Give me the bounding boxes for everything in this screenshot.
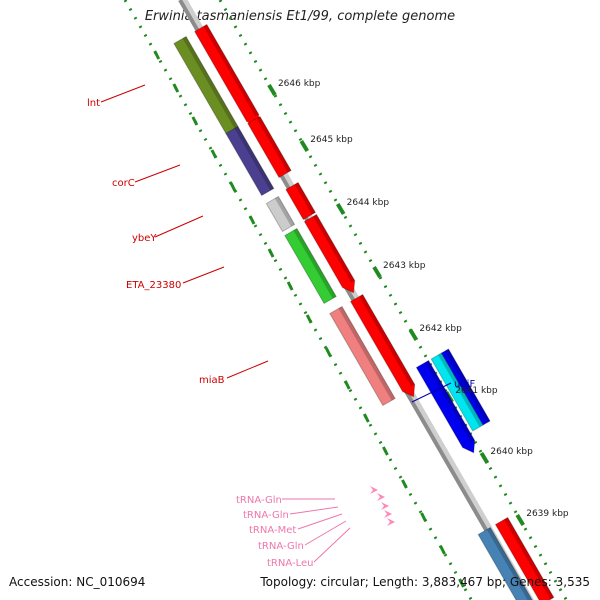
tick-label: 2645 kbp	[310, 135, 353, 145]
gene-label-connector	[297, 513, 343, 530]
eta23380-gene-block-shade	[293, 228, 337, 299]
inner-tick	[401, 479, 408, 489]
tick-mark	[515, 513, 525, 527]
inner-tick	[191, 116, 199, 126]
cds-block-3	[285, 181, 317, 221]
trna-chevron	[381, 502, 389, 510]
tick-mark	[335, 202, 346, 216]
inner-tick	[248, 215, 256, 225]
gene-label-connector	[182, 266, 225, 284]
ubif-outer-block-shade	[445, 349, 491, 423]
gene-label: tRNA-Leu	[267, 558, 313, 569]
gene-label-connector	[134, 164, 181, 183]
tick-mark	[299, 139, 310, 153]
gene-label-connector	[313, 527, 351, 563]
inner-tick	[172, 83, 180, 93]
inner-tick	[382, 446, 389, 456]
inner-tick	[343, 380, 351, 390]
inner-tick	[362, 413, 370, 423]
tick-label: 2642 kbp	[419, 324, 462, 334]
cds-block-1-shade	[203, 24, 259, 117]
miab-gene-block-shade	[338, 306, 396, 401]
tick-mark	[479, 451, 490, 465]
gene-label: ybeY	[132, 233, 157, 244]
tick-mark	[372, 265, 382, 279]
map-title: Erwinia tasmaniensis Et1/99, complete ge…	[144, 9, 456, 24]
lower-gene-block-shade	[486, 527, 533, 600]
inner-tick	[153, 50, 161, 60]
tick-label: 2644 kbp	[347, 198, 390, 208]
trna-chevron	[384, 510, 392, 518]
ubif-outer-block	[440, 348, 491, 426]
inner-tick	[305, 314, 313, 324]
lower-gene-block	[477, 526, 533, 600]
tick-label: 2640 kbp	[490, 447, 533, 457]
cds-block-3-shade	[294, 182, 316, 215]
gene-label-connector	[289, 506, 339, 515]
inner-tick	[420, 512, 427, 522]
gene-label: tRNA-Gln	[243, 510, 289, 521]
trna-chevron	[377, 493, 385, 501]
gene-label: lnt	[87, 98, 100, 109]
inner-tick	[267, 248, 275, 258]
corc-gene-block-shade	[234, 126, 274, 191]
gene-label: ETA_23380	[126, 280, 181, 291]
cds-block-2-shade	[256, 116, 292, 173]
tick-label: 2646 kbp	[278, 79, 321, 89]
ubif-cds-block-shade	[438, 353, 484, 427]
gene-label-connector	[226, 360, 269, 379]
inner-tick	[286, 281, 294, 291]
tick-mark	[408, 328, 419, 342]
cds-block-5	[349, 293, 416, 398]
gene-label-connector	[411, 382, 452, 403]
gene-label-connector	[100, 84, 146, 103]
trna-chevron	[387, 518, 395, 526]
tick-label: 2643 kbp	[383, 261, 426, 271]
gene-label: tRNA-Gln	[258, 541, 304, 552]
lower-cds-block-shade	[504, 517, 554, 600]
inner-tick-ring	[123, 0, 474, 600]
gene-label-connector	[154, 215, 204, 238]
ybey-gene-block	[265, 195, 296, 233]
inner-tick	[458, 578, 465, 588]
accession-label: Accession: NC_010694	[9, 575, 146, 589]
eta23380-gene-block	[284, 227, 337, 305]
miab-gene-block	[329, 305, 396, 407]
gene-label: ubiF	[454, 379, 475, 390]
genome-summary: Topology: circular; Length: 3,883,467 bp…	[260, 575, 590, 589]
gene-label: miaB	[199, 375, 225, 386]
cds-block-4-shade	[313, 214, 355, 283]
gene-label-connector	[304, 520, 347, 546]
lnt-gene-block-shade	[182, 36, 239, 129]
gene-label: tRNA-Gln	[236, 495, 282, 506]
cds-block-4	[303, 213, 356, 294]
trna-chevron	[370, 486, 378, 494]
gene-label: corC	[112, 178, 135, 189]
inner-tick	[229, 182, 237, 192]
gene-label: tRNA-Met	[249, 525, 296, 536]
inner-tick	[324, 347, 332, 357]
ybey-gene-block-shade	[274, 196, 295, 227]
tick-mark	[267, 83, 277, 97]
ubif-gene-block	[415, 359, 476, 454]
inner-tick	[210, 149, 218, 159]
cds-block-2	[247, 115, 292, 179]
cds-block-5-shade	[359, 294, 415, 387]
ubif-gene-block-shade	[425, 360, 475, 443]
corc-gene-block	[225, 125, 275, 197]
tick-label: 2641 kbp	[455, 386, 498, 396]
tick-label: 2639 kbp	[526, 509, 569, 519]
lower-cds-block	[494, 516, 555, 600]
inner-tick	[439, 545, 446, 555]
